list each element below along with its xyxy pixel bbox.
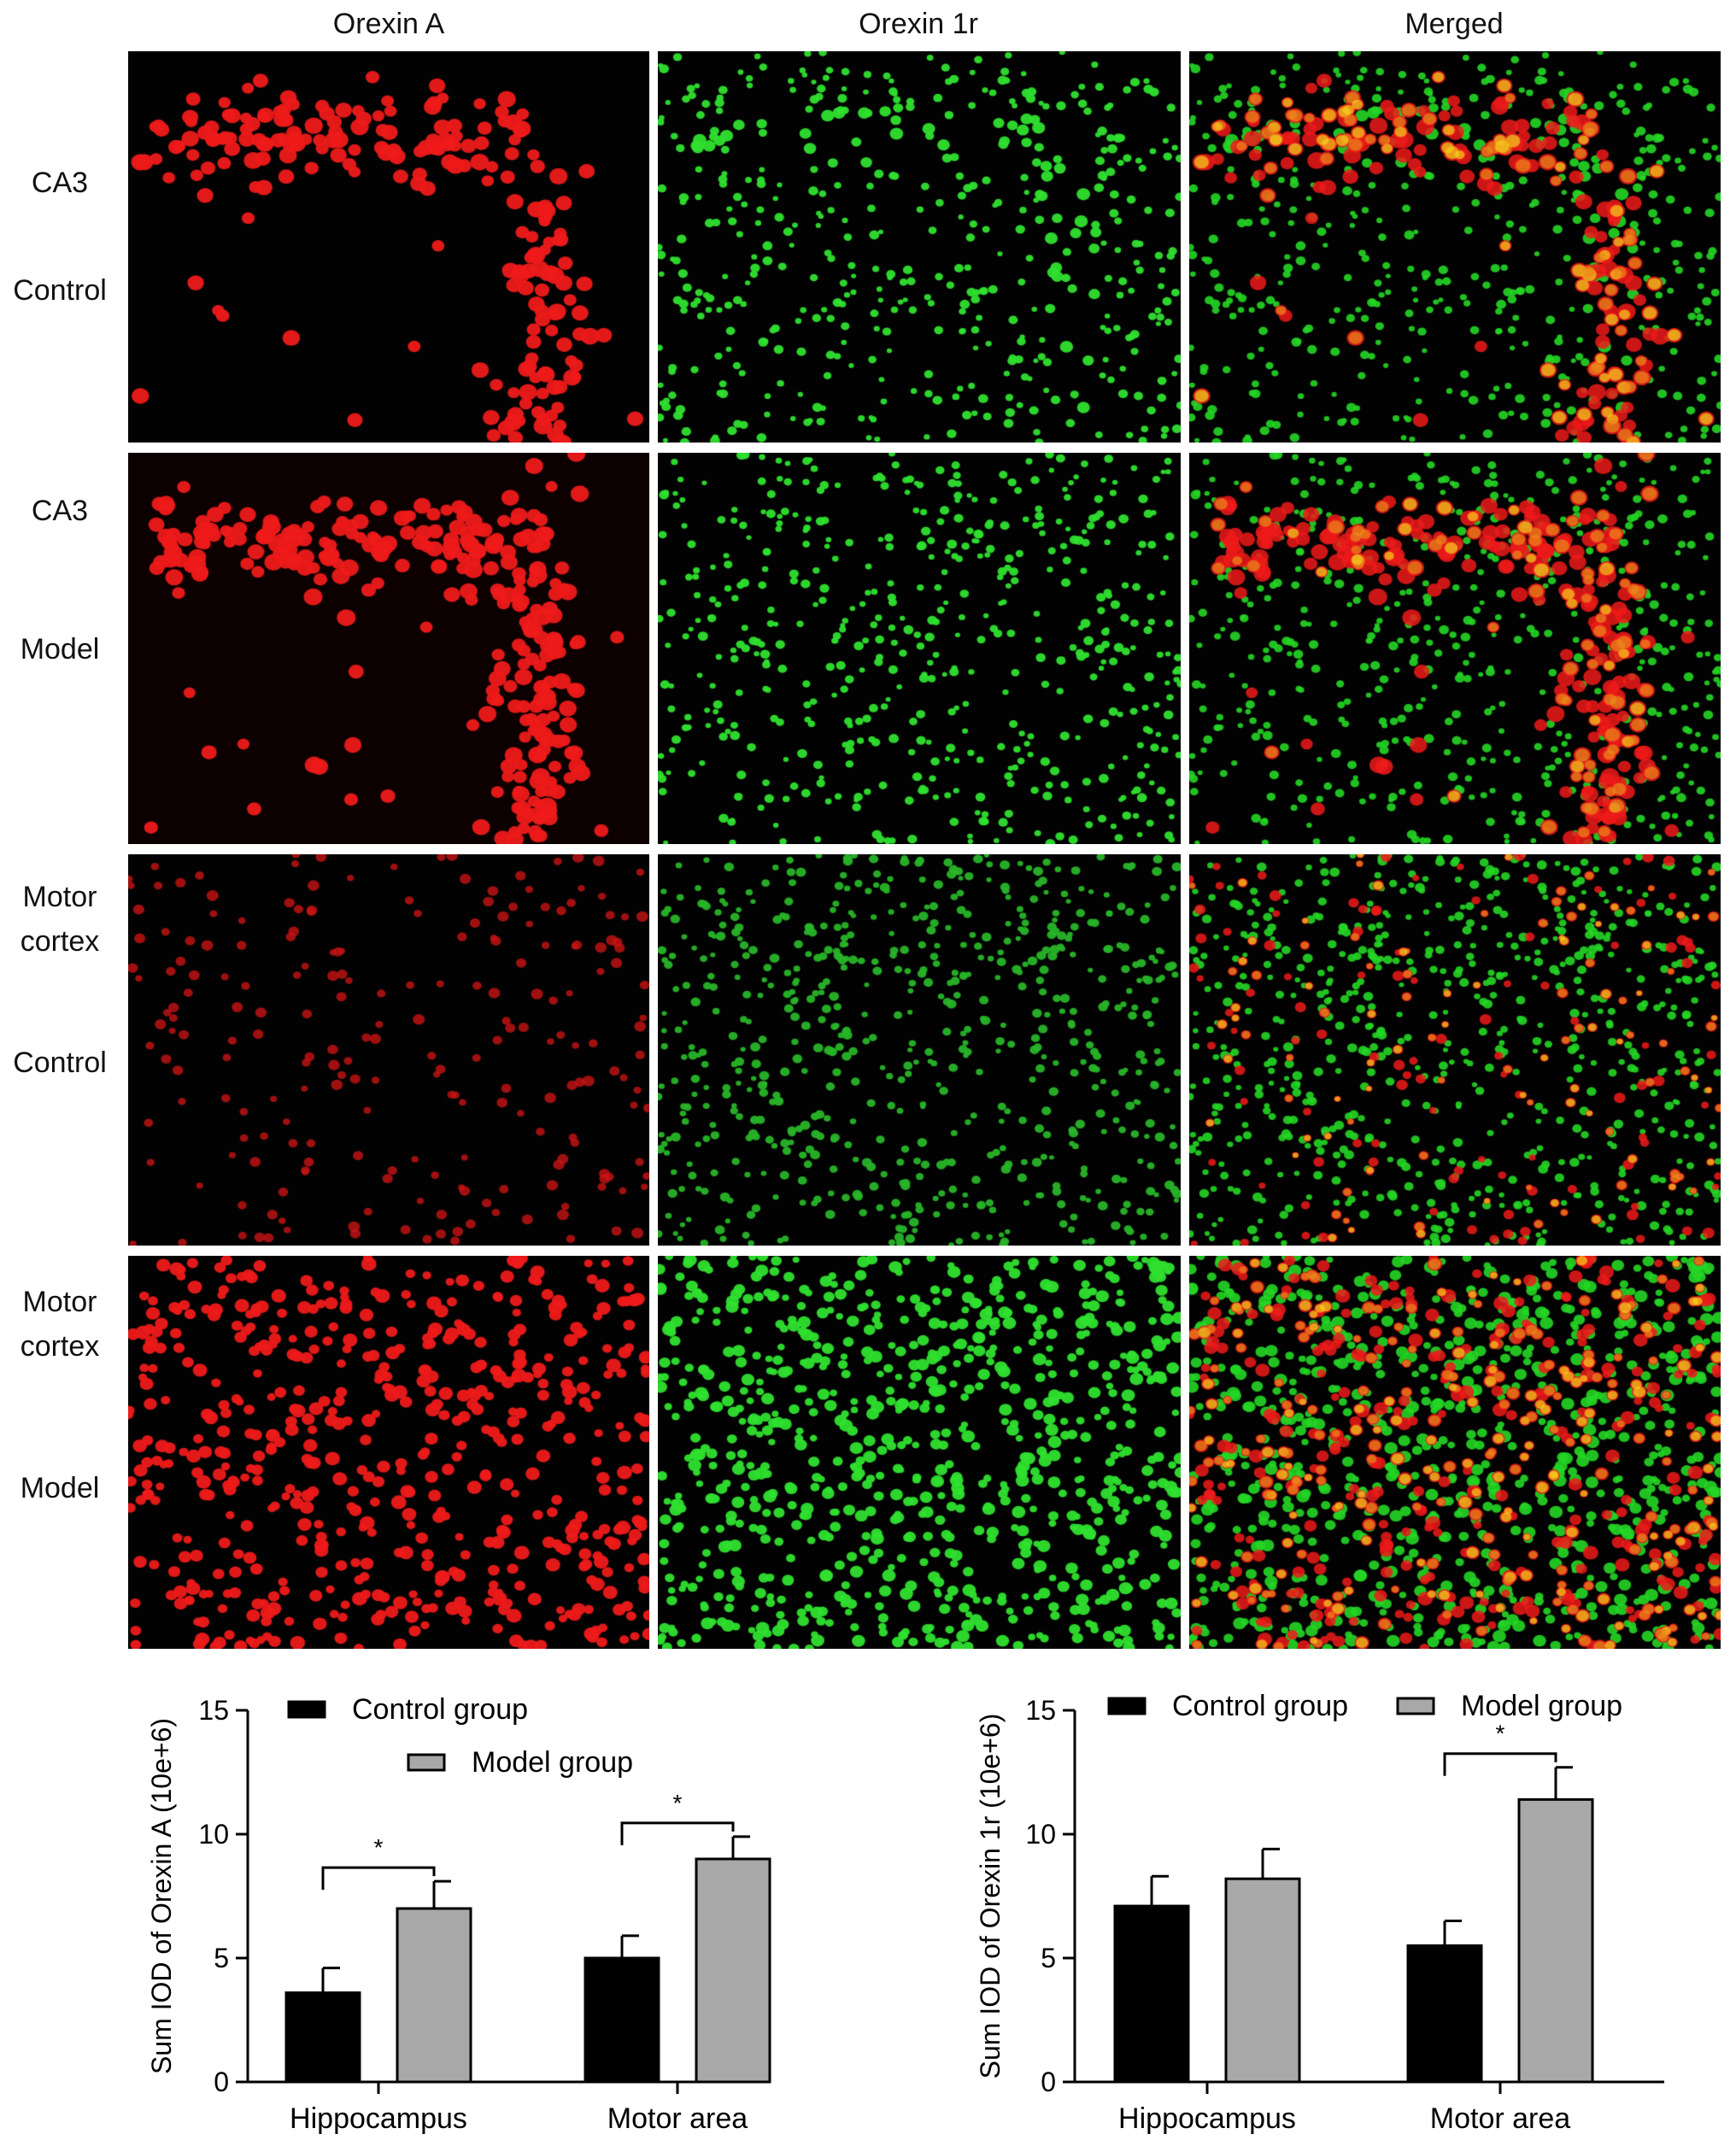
y-tick-label: 10 (198, 1819, 229, 1850)
legend-swatch-model (1396, 1697, 1435, 1715)
y-tick-label: 10 (1025, 1819, 1056, 1850)
legend-swatch-model (407, 1753, 446, 1772)
bar-model-motor-area (695, 1857, 771, 2084)
micrograph-row1-orexin-1r (658, 51, 1181, 443)
bar-model-motor-area (1517, 1797, 1594, 2084)
row1-group-label: Control (13, 274, 107, 307)
x-tick-label: Hippocampus (290, 2102, 467, 2135)
micrograph-row4-orexin-a (128, 1256, 649, 1649)
y-tick-label: 15 (1025, 1695, 1056, 1726)
y-axis-label: Sum IOD of Orexin 1r (10e+6) (975, 1714, 1006, 2079)
column-heading-merged: Merged (1405, 8, 1504, 40)
micrograph-row2-merged (1189, 453, 1721, 844)
orexin-a-bar-chart: 0 5 10 15 Sum IOD of Orexin A (10e+6) Hippoca… (137, 1666, 837, 2142)
y-tick-label: 5 (214, 1943, 229, 1973)
x-tick-label: Motor area (1430, 2102, 1570, 2135)
significance-star: * (673, 1790, 683, 1816)
row2-group-label: Model (20, 633, 100, 665)
legend-label-control: Control group (352, 1693, 528, 1726)
orexin-a-chart-svg: 0 5 10 15 Sum IOD of Orexin A (10e+6) Hippoca… (146, 1693, 771, 2135)
legend-swatch-control (287, 1700, 326, 1719)
row2-region-label: CA3 (31, 495, 89, 527)
micrograph-row1-orexin-a (128, 51, 649, 443)
legend-label-model: Model group (1461, 1690, 1622, 1722)
y-tick-label: 15 (198, 1695, 229, 1726)
significance-bracket (1443, 1752, 1557, 1776)
significance-star: * (374, 1834, 384, 1861)
y-tick-label: 0 (1041, 2067, 1056, 2097)
legend-label-model: Model group (472, 1746, 633, 1779)
significance-star: * (1496, 1721, 1505, 1747)
y-tick-label: 5 (1041, 1943, 1056, 1973)
orexin-1r-bar-chart: 0 5 10 15 Sum IOD of Orexin 1r (10e+6) Hippoc… (965, 1666, 1726, 2142)
bar-control-hippocampus (284, 1991, 361, 2084)
micrograph-row3-orexin-a (128, 854, 649, 1246)
bar-control-hippocampus (1113, 1904, 1190, 2084)
legend-swatch-control (1107, 1697, 1147, 1715)
micrograph-row2-orexin-a (128, 453, 649, 844)
significance-bracket (321, 1866, 436, 1891)
row4-group-label: Model (20, 1472, 100, 1504)
micrograph-row3-merged (1189, 854, 1721, 1246)
bar-control-motor-area (1406, 1944, 1483, 2084)
row4-region-label: Motor cortex (20, 1286, 100, 1363)
bar-model-hippocampus (1224, 1877, 1301, 2084)
x-tick-label: Hippocampus (1118, 2102, 1296, 2135)
micrograph-row2-orexin-1r (658, 453, 1181, 844)
micrograph-row4-orexin-1r (658, 1256, 1181, 1649)
y-axis-label: Sum IOD of Orexin A (10e+6) (146, 1718, 177, 2074)
significance-bracket (620, 1821, 735, 1845)
column-heading-orexin-1r: Orexin 1r (859, 8, 978, 40)
row1-region-label: CA3 (31, 167, 89, 199)
micrograph-row4-merged (1189, 1256, 1721, 1649)
row3-group-label: Control (13, 1047, 107, 1079)
micrograph-row1-merged (1189, 51, 1721, 443)
legend-label-control: Control group (1172, 1690, 1348, 1722)
y-tick-label: 0 (214, 2067, 229, 2097)
bar-model-hippocampus (396, 1907, 472, 2084)
column-heading-orexin-a: Orexin A (332, 8, 445, 40)
micrograph-row3-orexin-1r (658, 854, 1181, 1246)
x-tick-label: Motor area (607, 2102, 748, 2135)
row3-region-label: Motor cortex (20, 881, 100, 958)
orexin-1r-chart-svg: 0 5 10 15 Sum IOD of Orexin 1r (10e+6) Hippoc… (975, 1690, 1664, 2135)
bar-control-motor-area (584, 1956, 660, 2084)
